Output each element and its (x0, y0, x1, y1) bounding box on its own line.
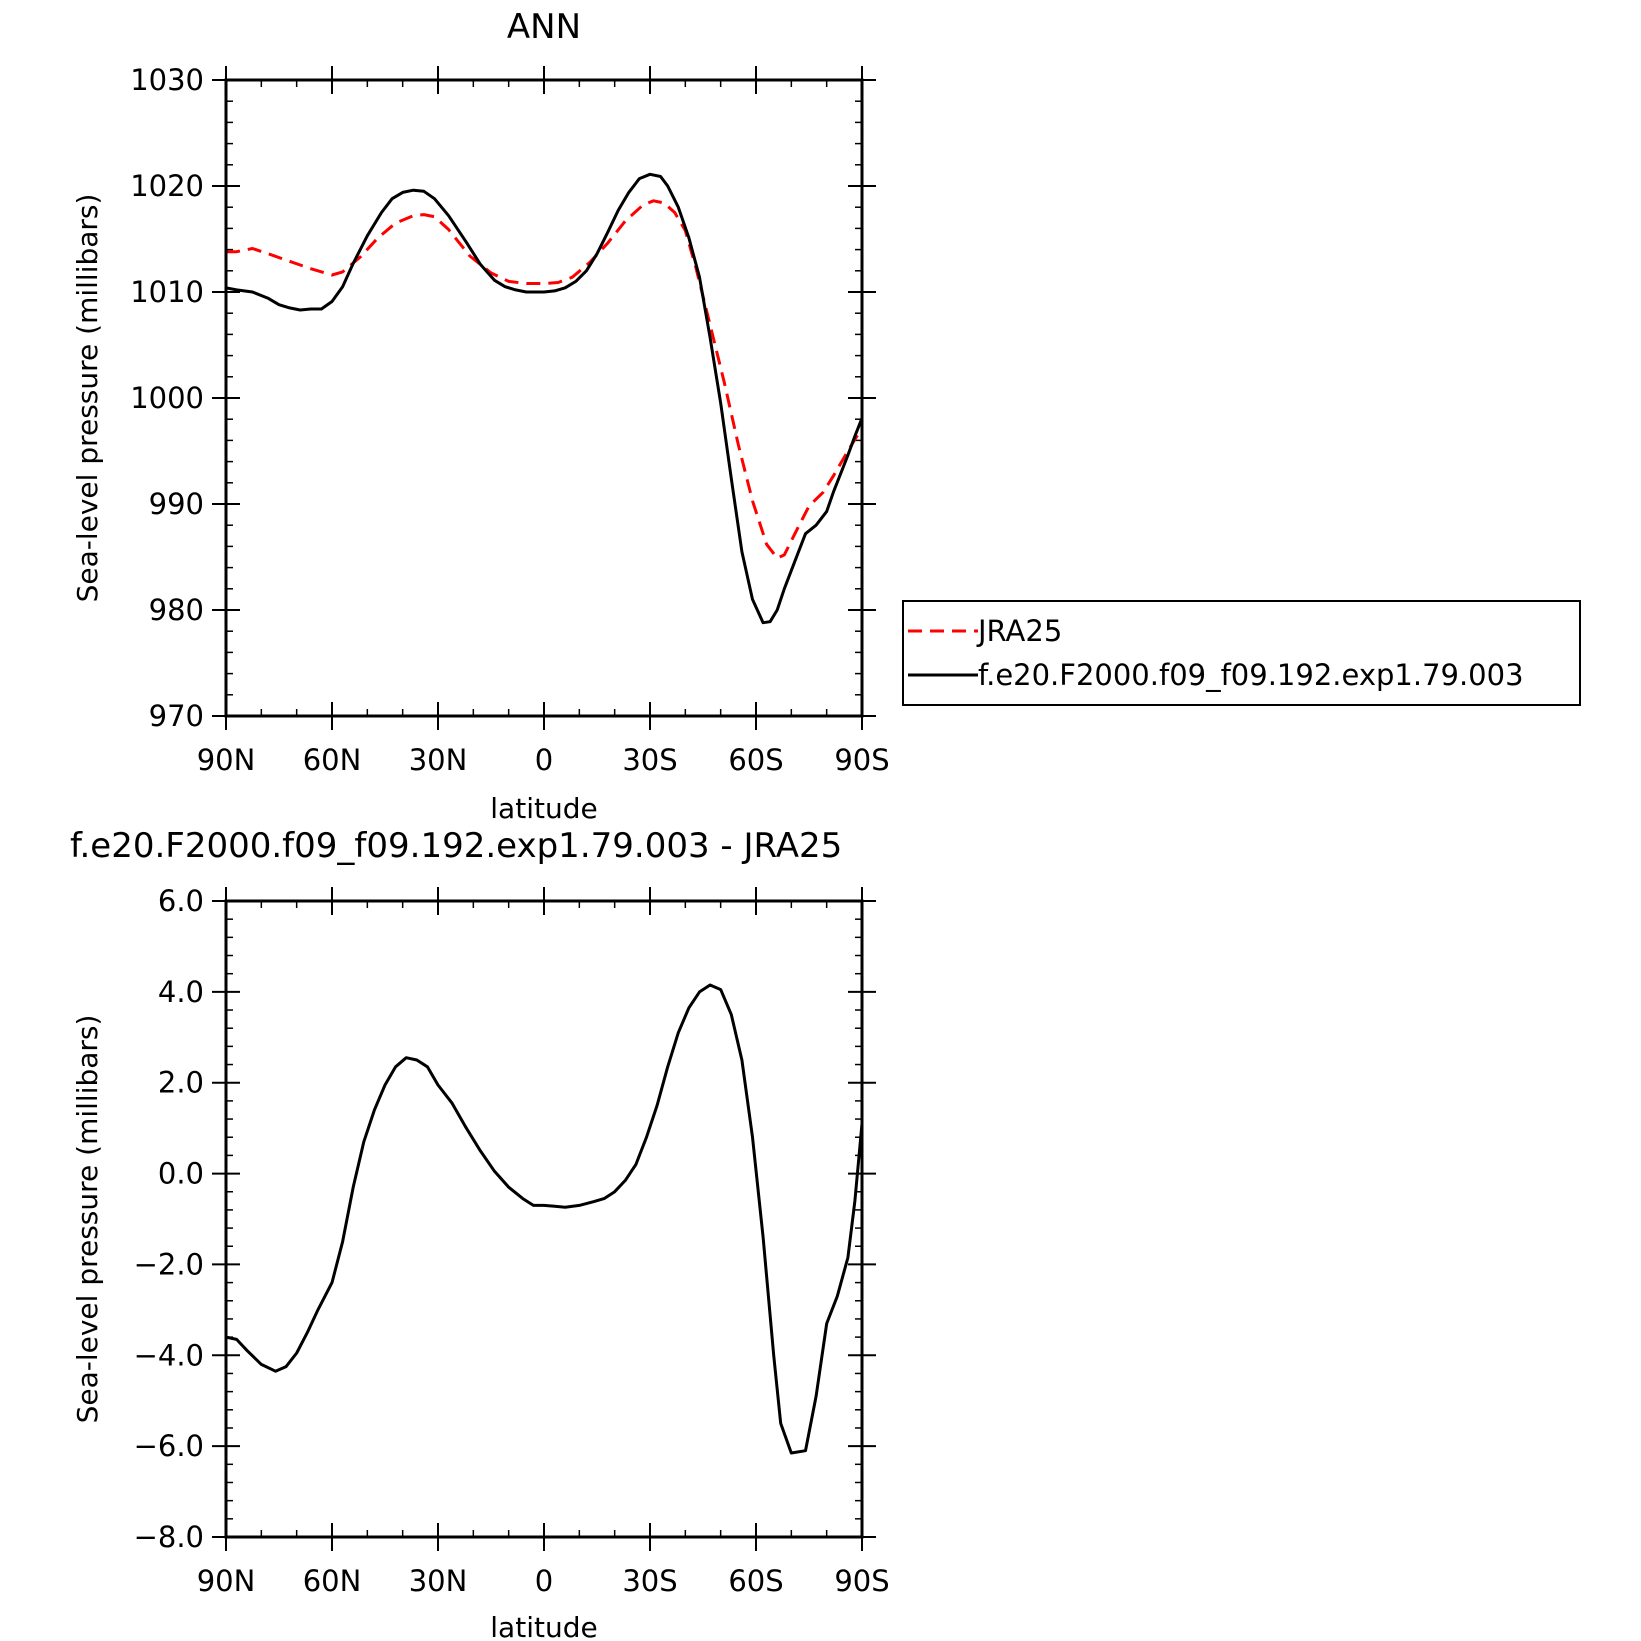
bottom-chart-xlabel: latitude (490, 1611, 597, 1641)
bottom-chart-frame (224, 899, 864, 1539)
x-tick-label: 60N (303, 1564, 362, 1598)
top-chart-xlabel: latitude (490, 792, 597, 825)
x-tick-label: 30S (622, 1564, 677, 1598)
y-tick-label: 0.0 (158, 1157, 204, 1191)
y-tick-label: −4.0 (134, 1338, 204, 1372)
top-chart-panel: ANN 970 980 990 1000 1010 1020 1030 90N 60N 30N 0 3… (71, 7, 890, 825)
x-tick-label: 30N (409, 1564, 468, 1598)
difference-series-line (224, 983, 864, 1455)
top-chart-title: ANN (507, 7, 581, 47)
jra25-series-line (226, 199, 864, 560)
y-tick-label: 2.0 (158, 1066, 204, 1100)
y-tick-label: −2.0 (134, 1247, 204, 1281)
y-tick-label: 980 (149, 593, 204, 627)
y-tick-label: 1020 (130, 169, 204, 203)
y-tick-label: −8.0 (134, 1520, 204, 1554)
x-tick-label: 60S (728, 743, 783, 777)
bottom-chart-series (224, 983, 864, 1455)
y-tick-label: 990 (149, 487, 204, 521)
y-tick-label: 1010 (130, 275, 204, 309)
y-tick-label: 1030 (130, 63, 204, 97)
top-chart-ticks: 970 980 990 1000 1010 1020 1030 90N 60N 30N 0 30S 60… (130, 63, 889, 777)
legend-label-jra25: JRA25 (976, 614, 1062, 648)
bottom-chart-title: f.e20.F2000.f09_f09.192.exp1.79.003 - JR… (70, 826, 842, 866)
y-tick-label: 1000 (130, 381, 204, 415)
y-tick-label: 6.0 (158, 884, 204, 918)
top-chart-ylabel: Sea-level pressure (millibars) (71, 194, 104, 603)
x-tick-label: 0 (535, 743, 553, 777)
legend: JRA25 f.e20.F2000.f09_f09.192.exp1.79.00… (902, 600, 1581, 706)
bottom-chart-panel: f.e20.F2000.f09_f09.192.exp1.79.003 - JR… (70, 826, 890, 1641)
model-series-line (224, 172, 864, 625)
x-tick-label: 0 (535, 1564, 553, 1598)
x-tick-label: 90S (834, 1564, 889, 1598)
bottom-chart-ticks: −8.0 −6.0 −4.0 −2.0 0.0 2.0 4.0 6.0 90N 60N 30N 0 30… (134, 884, 890, 1598)
y-tick-label: 970 (149, 699, 204, 733)
x-tick-label: 90N (197, 743, 256, 777)
x-tick-label: 90S (834, 743, 889, 777)
x-tick-label: 30S (622, 743, 677, 777)
x-tick-label: 60N (303, 743, 362, 777)
y-tick-label: 4.0 (158, 975, 204, 1009)
legend-box (902, 600, 1581, 706)
bottom-chart-ylabel: Sea-level pressure (millibars) (71, 1015, 104, 1424)
y-tick-label: −6.0 (134, 1429, 204, 1463)
x-tick-label: 90N (197, 1564, 256, 1598)
legend-label-model: f.e20.F2000.f09_f09.192.exp1.79.003 (978, 658, 1524, 692)
x-tick-label: 30N (409, 743, 468, 777)
top-chart-series (224, 172, 864, 625)
x-tick-label: 60S (728, 1564, 783, 1598)
top-chart-frame (224, 78, 864, 718)
